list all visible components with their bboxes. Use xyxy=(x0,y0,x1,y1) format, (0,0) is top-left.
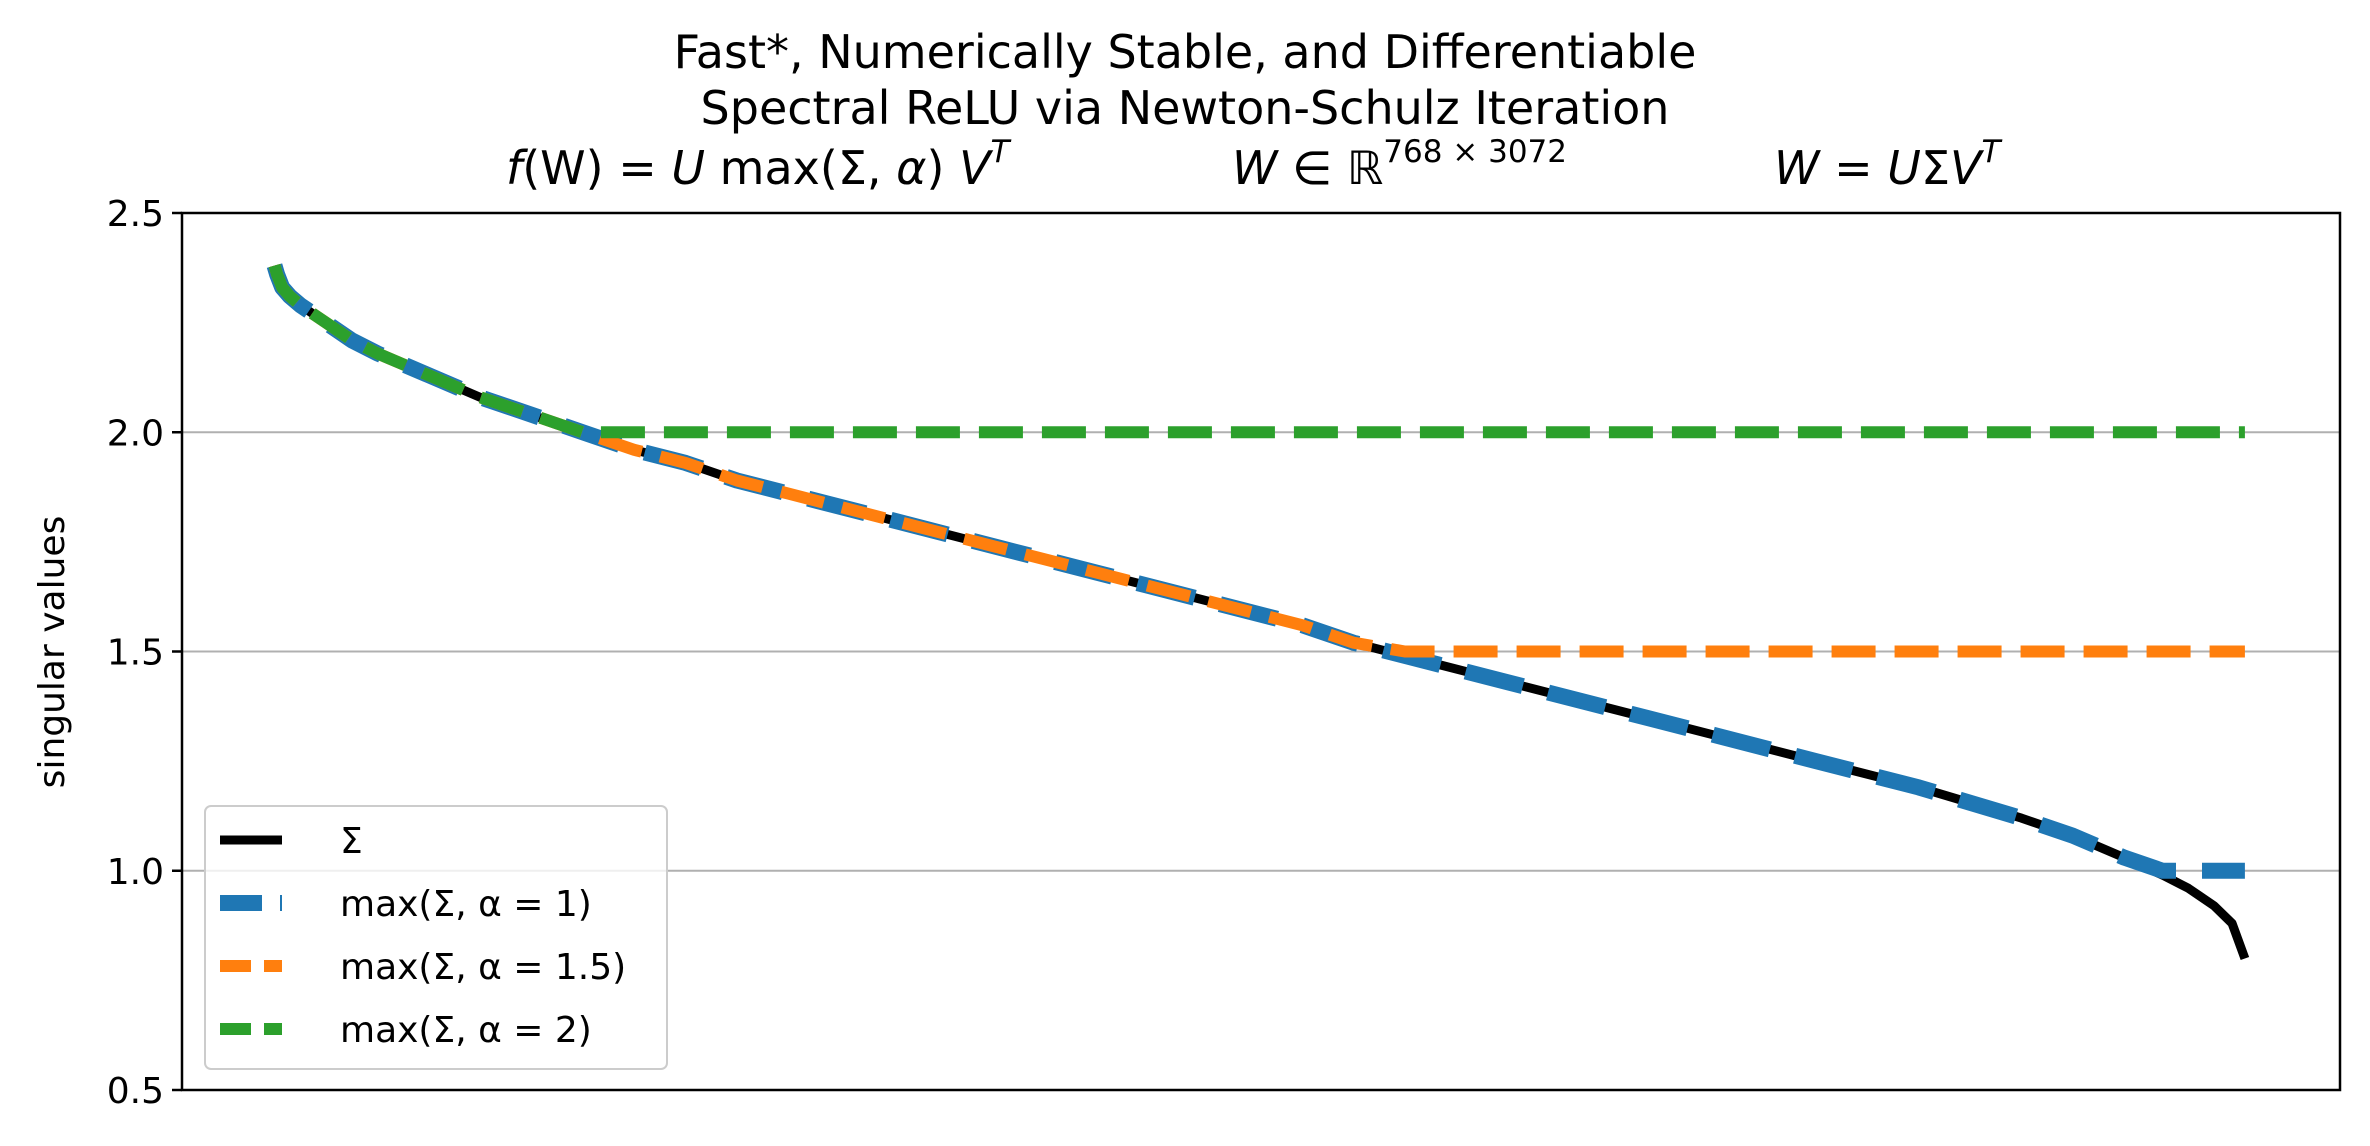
y-tick-label: 2.0 xyxy=(107,413,164,454)
ticks-layer: 0.5 1.0 1.5 2.0 2.5 xyxy=(107,194,182,1112)
series-line-alpha2 xyxy=(268,263,2245,439)
formula-u: U xyxy=(671,141,706,195)
y-tick-label: 2.5 xyxy=(107,194,164,235)
y-tick-label: 0.5 xyxy=(107,1071,164,1112)
legend-label-alpha15: max(Σ, α = 1.5) xyxy=(340,947,626,988)
series-line-alpha1 xyxy=(266,263,2245,879)
formula-spectral-relu: f(W) = U max(Σ, α) VT xyxy=(506,137,1009,196)
formula-svd-sigma: Σ xyxy=(1920,141,1951,195)
formula-f: f xyxy=(506,141,523,195)
formula-f-arg: (W) = xyxy=(522,141,672,195)
legend-frame xyxy=(204,805,668,1070)
formula-close: ) xyxy=(926,141,960,195)
chart-title-line-1: Fast*, Numerically Stable, and Different… xyxy=(673,25,1697,79)
formula-w: W xyxy=(1232,141,1278,195)
legend-label-alpha2: max(Σ, α = 2) xyxy=(340,1010,592,1051)
formula-svd-v: V xyxy=(1950,141,1982,195)
formula-v: V xyxy=(959,141,991,195)
formula-max: max(Σ, xyxy=(705,141,897,195)
series-line-alpha15 xyxy=(268,263,2245,658)
formula-alpha: α xyxy=(896,141,927,195)
formula-svd-eq: = xyxy=(1819,141,1888,195)
formula-svd-u: U xyxy=(1887,141,1921,195)
formula-transpose: T xyxy=(990,134,1010,170)
legend-label-sigma: Σ xyxy=(340,821,363,862)
legend-label-alpha1: max(Σ, α = 1) xyxy=(340,884,592,925)
formula-svd-transpose: T xyxy=(1981,134,2001,170)
y-tick-label: 1.5 xyxy=(107,633,164,674)
formula-shape: 768 × 3072 xyxy=(1383,134,1567,170)
formula-svd: W = UΣVT xyxy=(1774,137,2000,196)
formula-dimensions: W ∈ ℝ768 × 3072 xyxy=(1232,137,1567,196)
formula-reals: ℝ xyxy=(1346,141,1384,195)
formula-in: ∈ xyxy=(1277,141,1347,195)
chart-title-line-2: Spectral ReLU via Newton-Schulz Iteratio… xyxy=(700,81,1670,135)
y-tick-label: 1.0 xyxy=(107,852,164,893)
lines-layer xyxy=(266,263,2250,961)
grid-layer xyxy=(182,431,2340,872)
formula-svd-w: W xyxy=(1774,141,1820,195)
y-axis-label: singular values xyxy=(32,516,73,789)
